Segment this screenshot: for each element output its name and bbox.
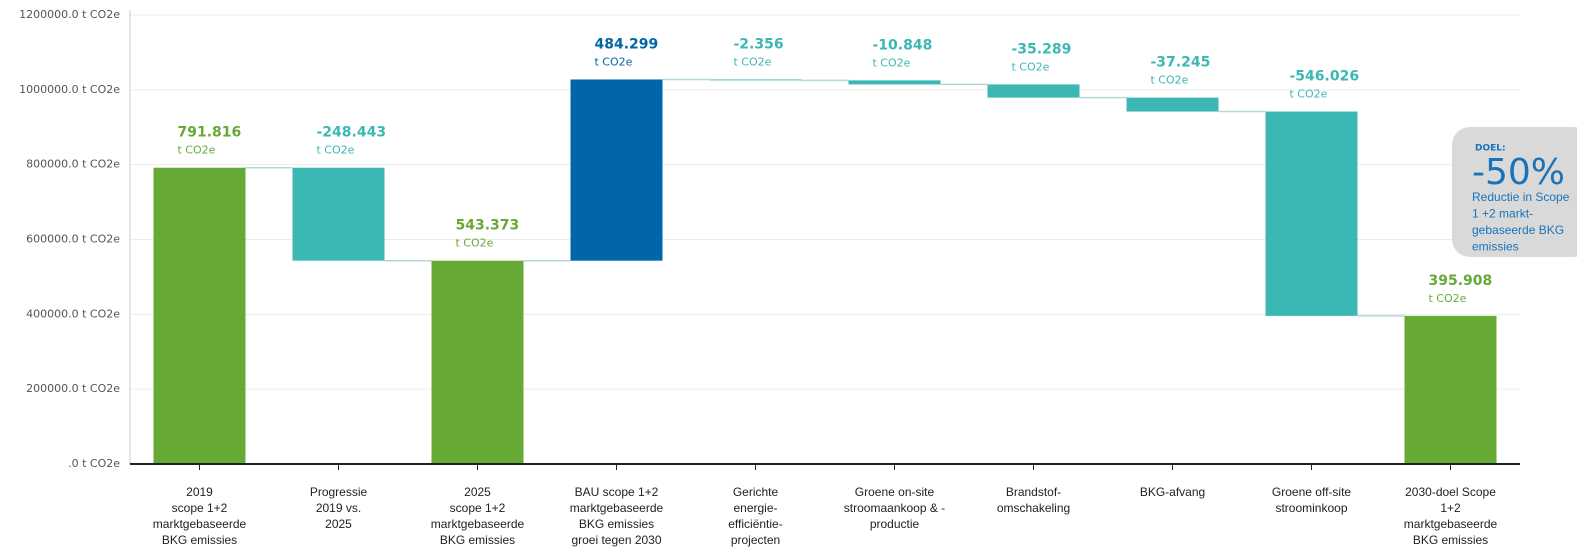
x-tick-label: scope 1+2 [172, 501, 228, 515]
x-tick-label: BKG emissies [579, 517, 654, 531]
x-tick-label: 2025 [325, 517, 352, 531]
bar [1265, 111, 1358, 316]
x-tick-label: stroomaankoop & - [844, 501, 945, 515]
x-tick-label: marktgebaseerde [1404, 517, 1498, 531]
value-label: -35.289 [1012, 41, 1072, 57]
value-unit: t CO2e [1290, 88, 1328, 101]
goal-callout: DOEL: -50% Reductie in Scope 1 +2 markt-g… [1452, 127, 1577, 257]
value-label: 395.908 [1429, 273, 1493, 289]
value-unit: t CO2e [1012, 60, 1050, 73]
x-tick-label: 2030-doel Scope [1405, 485, 1496, 499]
y-tick-label: 1200000.0 t CO2e [19, 8, 120, 21]
x-tick-label: 2019 vs. [316, 501, 361, 515]
x-tick-label: Groene on-site [855, 485, 935, 499]
x-tick-label: BKG emissies [162, 533, 237, 547]
goal-headline: -50% [1472, 152, 1565, 193]
x-tick-label: productie [870, 517, 920, 531]
bar [431, 260, 524, 464]
bar [1126, 97, 1219, 112]
x-tick-label: groei tegen 2030 [571, 533, 661, 547]
x-tick-label: marktgebaseerde [431, 517, 525, 531]
x-tick-label: efficiëntie- [728, 517, 782, 531]
value-label: 543.373 [456, 218, 520, 234]
x-tick-label: stroominkoop [1275, 501, 1347, 515]
y-tick-label: 800000.0 t CO2e [26, 158, 120, 171]
value-unit: t CO2e [317, 144, 355, 157]
y-tick-label: .0 t CO2e [68, 457, 120, 470]
x-tick-label: 2025 [464, 485, 491, 499]
goal-text: gebaseerde BKG [1472, 223, 1564, 237]
y-tick-label: 1000000.0 t CO2e [19, 83, 120, 96]
bar [709, 79, 802, 81]
x-tick-label: marktgebaseerde [570, 501, 664, 515]
bar [570, 79, 663, 261]
value-label: -546.026 [1290, 69, 1360, 85]
x-tick-label: 1+2 [1440, 501, 1461, 515]
y-tick-label: 200000.0 t CO2e [26, 382, 120, 395]
x-tick-label: omschakeling [997, 501, 1070, 515]
value-unit: t CO2e [1429, 292, 1467, 305]
value-label: -248.443 [317, 125, 387, 141]
bar [848, 80, 941, 85]
x-tick-label: Brandstof- [1006, 485, 1061, 499]
x-tick-label: BAU scope 1+2 [575, 485, 659, 499]
value-unit: t CO2e [178, 144, 216, 157]
x-tick-label: energie- [733, 501, 777, 515]
value-label: -2.356 [734, 36, 784, 52]
bar [987, 84, 1080, 98]
y-tick-label: 400000.0 t CO2e [26, 307, 120, 320]
x-tick-label: marktgebaseerde [153, 517, 247, 531]
value-label: -37.245 [1151, 55, 1211, 71]
x-tick-label: scope 1+2 [450, 501, 506, 515]
x-tick-label: Gerichte [733, 485, 779, 499]
x-tick-label: Progressie [310, 485, 368, 499]
value-unit: t CO2e [456, 237, 494, 250]
x-tick-label: 2019 [186, 485, 213, 499]
y-tick-label: 600000.0 t CO2e [26, 233, 120, 246]
goal-box [1452, 127, 1577, 257]
value-label: 484.299 [595, 36, 659, 52]
value-unit: t CO2e [734, 55, 772, 68]
value-unit: t CO2e [873, 56, 911, 69]
goal-label: DOEL: [1475, 144, 1506, 154]
bar [292, 167, 385, 261]
goal-text: 1 +2 markt- [1472, 207, 1533, 221]
value-label: -10.848 [873, 37, 933, 53]
value-unit: t CO2e [1151, 74, 1189, 87]
x-tick-label: BKG-afvang [1140, 485, 1205, 499]
bar [1404, 315, 1497, 464]
x-tick-label: Groene off-site [1272, 485, 1351, 499]
value-unit: t CO2e [595, 55, 633, 68]
value-label: 791.816 [178, 125, 242, 141]
x-tick-label: BKG emissies [1413, 533, 1488, 547]
x-tick-label: BKG emissies [440, 533, 515, 547]
goal-text: Reductie in Scope [1472, 190, 1570, 204]
goal-text: emissies [1472, 240, 1519, 254]
x-tick-label: projecten [731, 533, 780, 547]
bar [153, 167, 246, 464]
